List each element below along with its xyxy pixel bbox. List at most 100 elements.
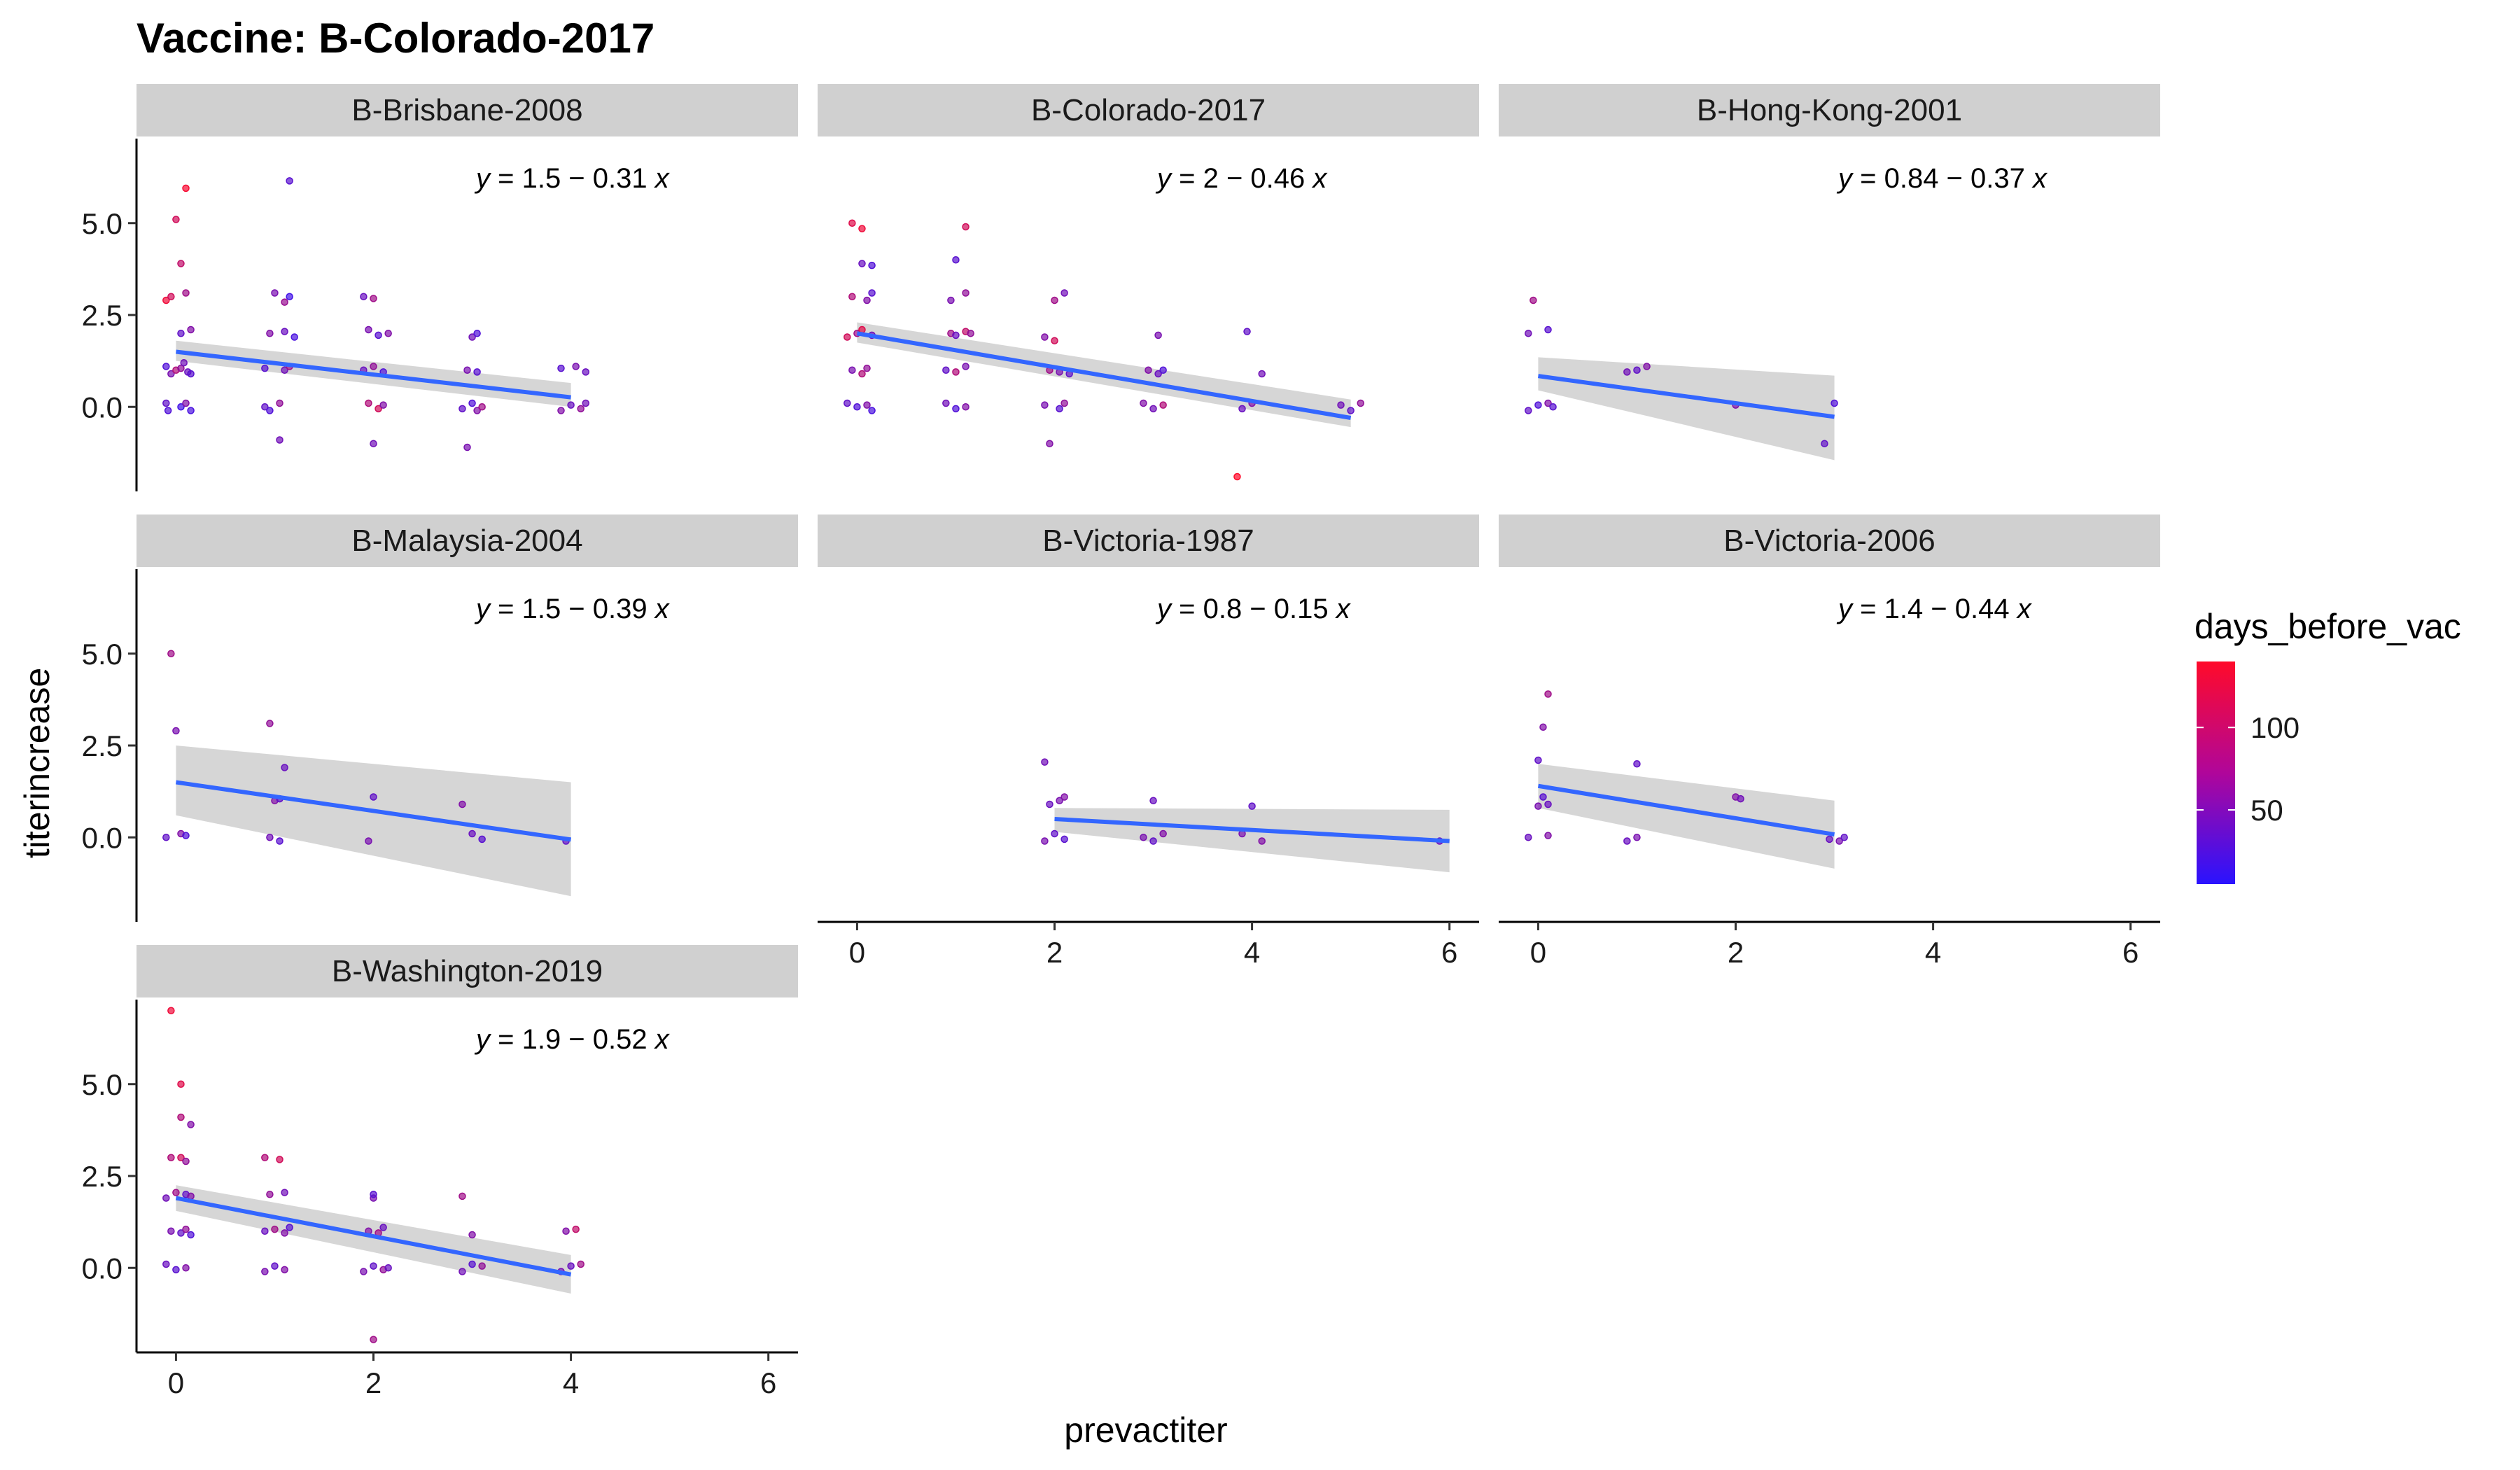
y-tick-label: 2.5 xyxy=(82,1160,122,1193)
data-point xyxy=(947,296,955,304)
data-point xyxy=(177,260,185,267)
data-point xyxy=(962,363,969,370)
data-point xyxy=(1534,802,1542,810)
data-point xyxy=(370,1262,377,1270)
confidence-ribbon xyxy=(176,746,571,897)
x-axis-title: prevactiter xyxy=(1064,1410,1227,1450)
y-tick-label: 0.0 xyxy=(82,1252,122,1284)
data-point xyxy=(177,1229,185,1237)
facet-strip-label: B-Washington-2019 xyxy=(332,954,603,988)
facet-strip xyxy=(1499,84,2160,136)
data-point xyxy=(468,333,476,341)
data-point xyxy=(567,1262,575,1270)
data-point xyxy=(463,366,471,374)
data-point xyxy=(967,330,974,337)
data-point xyxy=(365,399,372,407)
data-point xyxy=(384,1264,392,1272)
data-point xyxy=(473,407,481,414)
y-tick-label: 2.5 xyxy=(82,299,122,332)
data-point xyxy=(577,405,584,413)
data-point xyxy=(468,830,476,838)
data-point xyxy=(360,293,368,300)
data-point xyxy=(1539,723,1547,731)
data-point xyxy=(1633,366,1641,374)
facet-strip xyxy=(1499,514,2160,567)
legend-colorbar xyxy=(2197,662,2235,884)
confidence-ribbon xyxy=(1538,357,1835,461)
facet-strip xyxy=(818,514,1479,567)
facet-strip xyxy=(818,84,1479,136)
data-point xyxy=(853,403,861,411)
data-point xyxy=(271,1225,279,1233)
data-point xyxy=(863,401,871,409)
data-point xyxy=(167,650,175,657)
data-point xyxy=(458,1268,466,1275)
legend-label: 100 xyxy=(2250,711,2300,744)
data-point xyxy=(180,359,188,367)
data-point xyxy=(167,1227,175,1235)
x-tick-label: 0 xyxy=(1530,936,1546,969)
data-point xyxy=(863,364,871,372)
facet-strip xyxy=(136,945,798,997)
data-point xyxy=(1046,440,1054,447)
data-point xyxy=(182,399,190,407)
data-point xyxy=(172,216,180,223)
x-tick-label: 6 xyxy=(1441,936,1457,969)
facet-panel: B-Victoria-1987 y = 0.8 − 0.15 x 0 2 4 6 xyxy=(818,514,1479,969)
y-axis-title: titerincrease xyxy=(18,668,57,858)
data-point xyxy=(370,1191,377,1198)
data-point xyxy=(1840,834,1848,841)
data-point xyxy=(478,835,486,844)
data-point xyxy=(281,328,288,335)
data-point xyxy=(844,333,851,341)
data-point xyxy=(286,293,293,300)
data-point xyxy=(167,293,175,300)
data-point xyxy=(1525,834,1532,841)
facet-strip-label: B-Victoria-2006 xyxy=(1723,524,1935,558)
data-point xyxy=(187,407,195,414)
data-point xyxy=(473,368,481,376)
data-point xyxy=(182,1264,190,1272)
data-point xyxy=(858,370,866,378)
data-point xyxy=(1258,837,1266,845)
regression-line xyxy=(1537,783,1835,837)
regression-line xyxy=(1054,817,1450,844)
data-point xyxy=(281,1229,288,1237)
data-point xyxy=(1056,405,1063,413)
data-point xyxy=(952,405,960,413)
data-point xyxy=(1821,440,1828,447)
data-point xyxy=(844,399,851,407)
data-point xyxy=(266,407,274,414)
data-point xyxy=(271,289,279,297)
data-point xyxy=(952,331,960,340)
regression-line xyxy=(175,780,572,842)
data-point xyxy=(1154,370,1162,378)
data-point xyxy=(167,1007,175,1014)
data-point xyxy=(384,330,392,337)
data-point xyxy=(370,440,377,447)
x-tick-label: 4 xyxy=(563,1366,579,1399)
data-point xyxy=(177,1080,185,1088)
y-tick-label: 0.0 xyxy=(82,391,122,424)
facet-strip xyxy=(136,514,798,567)
data-point xyxy=(1041,758,1049,766)
data-point xyxy=(379,1224,387,1231)
facet-strip xyxy=(136,84,798,136)
data-point xyxy=(1623,368,1631,376)
data-point xyxy=(1041,333,1049,341)
data-point xyxy=(1623,837,1631,845)
data-point xyxy=(162,399,170,407)
data-point xyxy=(167,370,175,378)
data-point xyxy=(162,363,170,370)
x-tick-label: 2 xyxy=(1728,936,1744,969)
legend-label: 50 xyxy=(2250,794,2283,827)
facet-strip-label: B-Brisbane-2008 xyxy=(351,93,582,127)
data-point xyxy=(1154,331,1162,340)
data-point xyxy=(162,834,170,841)
data-point xyxy=(557,407,565,414)
data-point xyxy=(1258,370,1266,378)
data-point xyxy=(1544,800,1552,808)
data-point xyxy=(848,366,856,374)
data-point xyxy=(962,403,969,411)
